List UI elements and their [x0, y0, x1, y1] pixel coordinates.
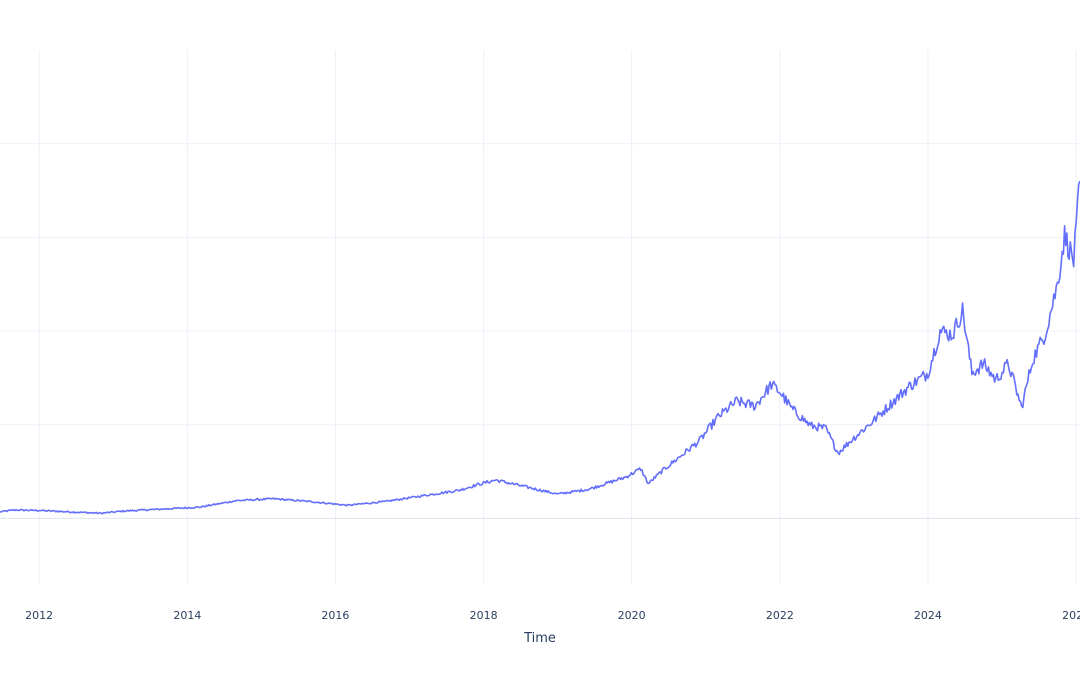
series-line [0, 180, 1080, 515]
x-tick-label: 2018 [470, 609, 498, 622]
x-tick-label: 2012 [25, 609, 53, 622]
x-tick-labels: 2012 2014 2016 2018 2020 2022 2024 2026 [25, 609, 1080, 622]
x-tick-label: 2020 [618, 609, 646, 622]
x-tick-label: 2022 [766, 609, 794, 622]
x-axis-title: Time [523, 631, 556, 646]
x-tick-label: 2016 [321, 609, 349, 622]
grid [0, 50, 1080, 584]
x-tick-label: 2024 [914, 609, 942, 622]
x-tick-label: 2026 [1062, 609, 1080, 622]
x-tick-label: 2014 [173, 609, 201, 622]
series-layer [0, 180, 1080, 515]
